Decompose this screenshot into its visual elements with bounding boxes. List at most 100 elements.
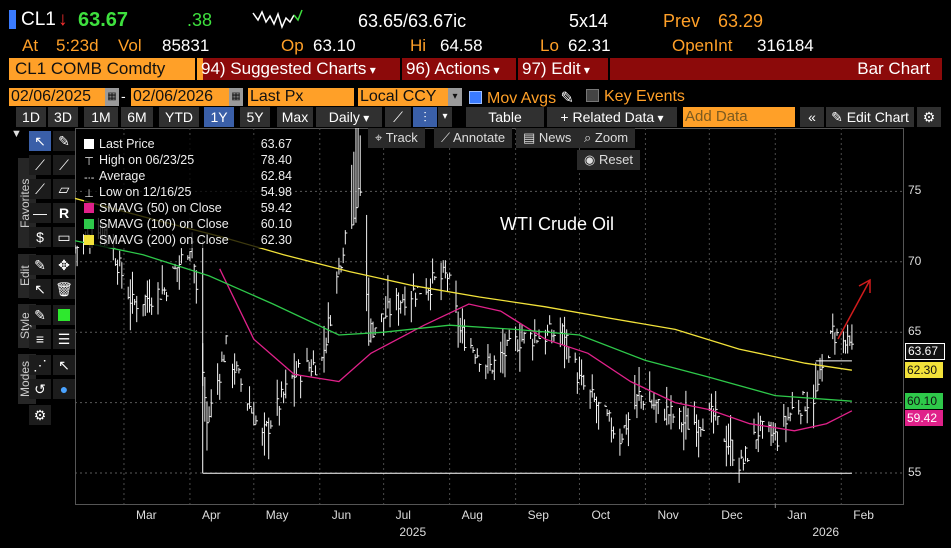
price-chart[interactable] (75, 128, 905, 508)
open-interest-value: 316184 (757, 36, 814, 55)
pencil-icon[interactable]: ✎ (560, 90, 574, 107)
legend-smavg-200[interactable]: SMAVG (200) on Close 62.30 (84, 232, 292, 248)
range-6m[interactable]: 6M (121, 107, 153, 127)
low-value: 62.31 (568, 36, 611, 55)
chevron-down-icon[interactable]: ▾ (438, 107, 452, 127)
legend-high[interactable]: ⊤ High on 06/23/25 78.40 (84, 152, 292, 168)
range-1y[interactable]: 1Y (204, 107, 234, 127)
collapse-icon[interactable]: « (800, 107, 824, 127)
legend-swatch (84, 219, 94, 229)
suggested-charts-menu[interactable]: 94) Suggested Charts (201, 58, 376, 80)
chart-annotation[interactable]: WTI Crude Oil (500, 214, 615, 234)
dollar-level-icon[interactable]: $ (29, 227, 51, 247)
select-icon[interactable]: ↖ (29, 279, 51, 299)
legend-label: High on 06/23/25 (99, 153, 195, 167)
field-select[interactable]: Last Px (248, 88, 354, 106)
add-data-input[interactable]: Add Data (683, 107, 795, 127)
legend-label: Average (99, 169, 146, 183)
legend-smavg-50[interactable]: SMAVG (50) on Close 59.42 (84, 200, 292, 216)
security-field[interactable]: CL1 COMB Comdty (9, 58, 203, 80)
line-color-icon[interactable]: ✎ (29, 305, 51, 325)
key-events-label: Key Events (604, 88, 685, 105)
table-button[interactable]: Table (466, 107, 544, 127)
annotate-button[interactable]: ⟋ Annotate (434, 128, 513, 148)
gear-icon[interactable]: ⚙ (917, 107, 941, 127)
line-chart-icon[interactable]: ⟋ (385, 107, 411, 127)
legend-low[interactable]: ⊥ Low on 12/16/25 54.98 (84, 184, 292, 200)
checkbox-checked-icon[interactable] (469, 91, 482, 104)
channel-icon[interactable]: ▱ (53, 179, 75, 199)
snap-mode-icon[interactable]: ↖ (53, 355, 75, 375)
collapse-triangle-icon[interactable]: ▼ (11, 128, 22, 140)
edit-chart-button[interactable]: ✎ Edit Chart (826, 107, 914, 127)
x-tick-label: Feb (853, 508, 874, 522)
actions-menu[interactable]: 96) Actions (406, 58, 499, 80)
trash-icon[interactable]: 🗑 (53, 279, 75, 299)
rectangle-icon[interactable]: ▭ (53, 227, 75, 247)
edit-menu[interactable]: 97) Edit (522, 58, 590, 80)
last-price: 63.67 (78, 9, 129, 31)
fill-color-icon[interactable] (53, 305, 75, 325)
range-ytd[interactable]: YTD (159, 107, 199, 127)
cycle-mode-icon[interactable]: ↺ (29, 379, 51, 399)
frequency-select[interactable]: Daily (316, 107, 382, 127)
settings-gear-icon[interactable]: ⚙ (29, 405, 51, 425)
line-weight-icon[interactable]: ≡ (29, 329, 51, 349)
high-value: 64.58 (440, 36, 483, 55)
calendar-icon[interactable]: ▦ (229, 88, 243, 106)
end-date-input[interactable]: 02/06/2026 (131, 88, 229, 106)
reset-dot-icon: ◉ (584, 152, 596, 167)
range-3d[interactable]: 3D (48, 107, 78, 127)
legend-value: 78.40 (260, 153, 292, 167)
reset-button[interactable]: ◉ Reset (577, 150, 640, 170)
range-1d[interactable]: 1D (16, 107, 46, 127)
calendar-icon[interactable]: ▦ (105, 88, 119, 106)
trendline-icon[interactable]: ⟋ (29, 155, 51, 175)
horizontal-line-icon[interactable]: — (29, 203, 51, 223)
zoom-button[interactable]: ⌕ Zoom (577, 128, 636, 148)
price-axis-label: 59.42 (905, 410, 943, 427)
line-style-icon[interactable]: ☰ (53, 329, 75, 349)
news-button[interactable]: ▤ News (516, 128, 579, 148)
legend-last-price[interactable]: Last Price 63.67 (84, 136, 292, 152)
palette-icon[interactable]: ● (53, 379, 75, 399)
cursor-icon[interactable]: ↖ (29, 131, 51, 151)
x-tick-label: Dec (721, 508, 743, 522)
legend-value: 63.67 (260, 137, 292, 151)
edit-chart-label: Edit Chart (846, 109, 909, 125)
retracement-icon[interactable]: R (53, 203, 75, 223)
checkbox-unchecked-icon[interactable] (586, 89, 599, 102)
track-button[interactable]: ⌖ Track (368, 128, 425, 148)
legend-average[interactable]: -∙- Average 62.84 (84, 168, 292, 184)
pen-tool-icon[interactable]: ✎ (53, 131, 75, 151)
open-value: 63.10 (313, 36, 356, 55)
crosshair-mode-icon[interactable]: ⋰ (29, 355, 51, 375)
ticker[interactable]: CL1 (21, 9, 56, 30)
chevron-down-icon[interactable]: ▾ (448, 88, 462, 106)
legend-label: Low on 12/16/25 (99, 185, 192, 199)
sparkline-icon (252, 9, 303, 30)
year-label: 2026 (812, 525, 840, 539)
key-events-toggle[interactable]: Key Events (586, 88, 685, 106)
currency-select[interactable]: Local CCY (358, 88, 448, 106)
high-marker-icon: ⊤ (84, 156, 94, 168)
related-data-button[interactable]: + Related Data (547, 107, 677, 127)
move-icon[interactable]: ✥ (53, 255, 75, 275)
range-5y[interactable]: 5Y (240, 107, 270, 127)
mov-avgs-toggle[interactable]: Mov Avgs ✎ (469, 88, 574, 108)
prev-label: Prev (663, 11, 701, 31)
bar-chart-icon[interactable]: ⫶ (413, 107, 437, 127)
price-axis-label: 60.10 (905, 393, 943, 410)
start-date-input[interactable]: 02/06/2025 (9, 88, 105, 106)
range-1m[interactable]: 1M (84, 107, 118, 127)
range-max[interactable]: Max (277, 107, 313, 127)
segment-icon[interactable]: ⟋ (29, 179, 51, 199)
price-axis-label: 63.67 (905, 342, 945, 360)
edit-pen-icon[interactable]: ✎ (29, 255, 51, 275)
legend-value: 62.30 (260, 233, 292, 247)
legend-smavg-100[interactable]: SMAVG (100) on Close 60.10 (84, 216, 292, 232)
legend-swatch (84, 139, 94, 149)
year-label: 2025 (399, 525, 427, 539)
ray-icon[interactable]: ⟋ (53, 155, 75, 175)
last-time: 5:23d (56, 36, 99, 55)
